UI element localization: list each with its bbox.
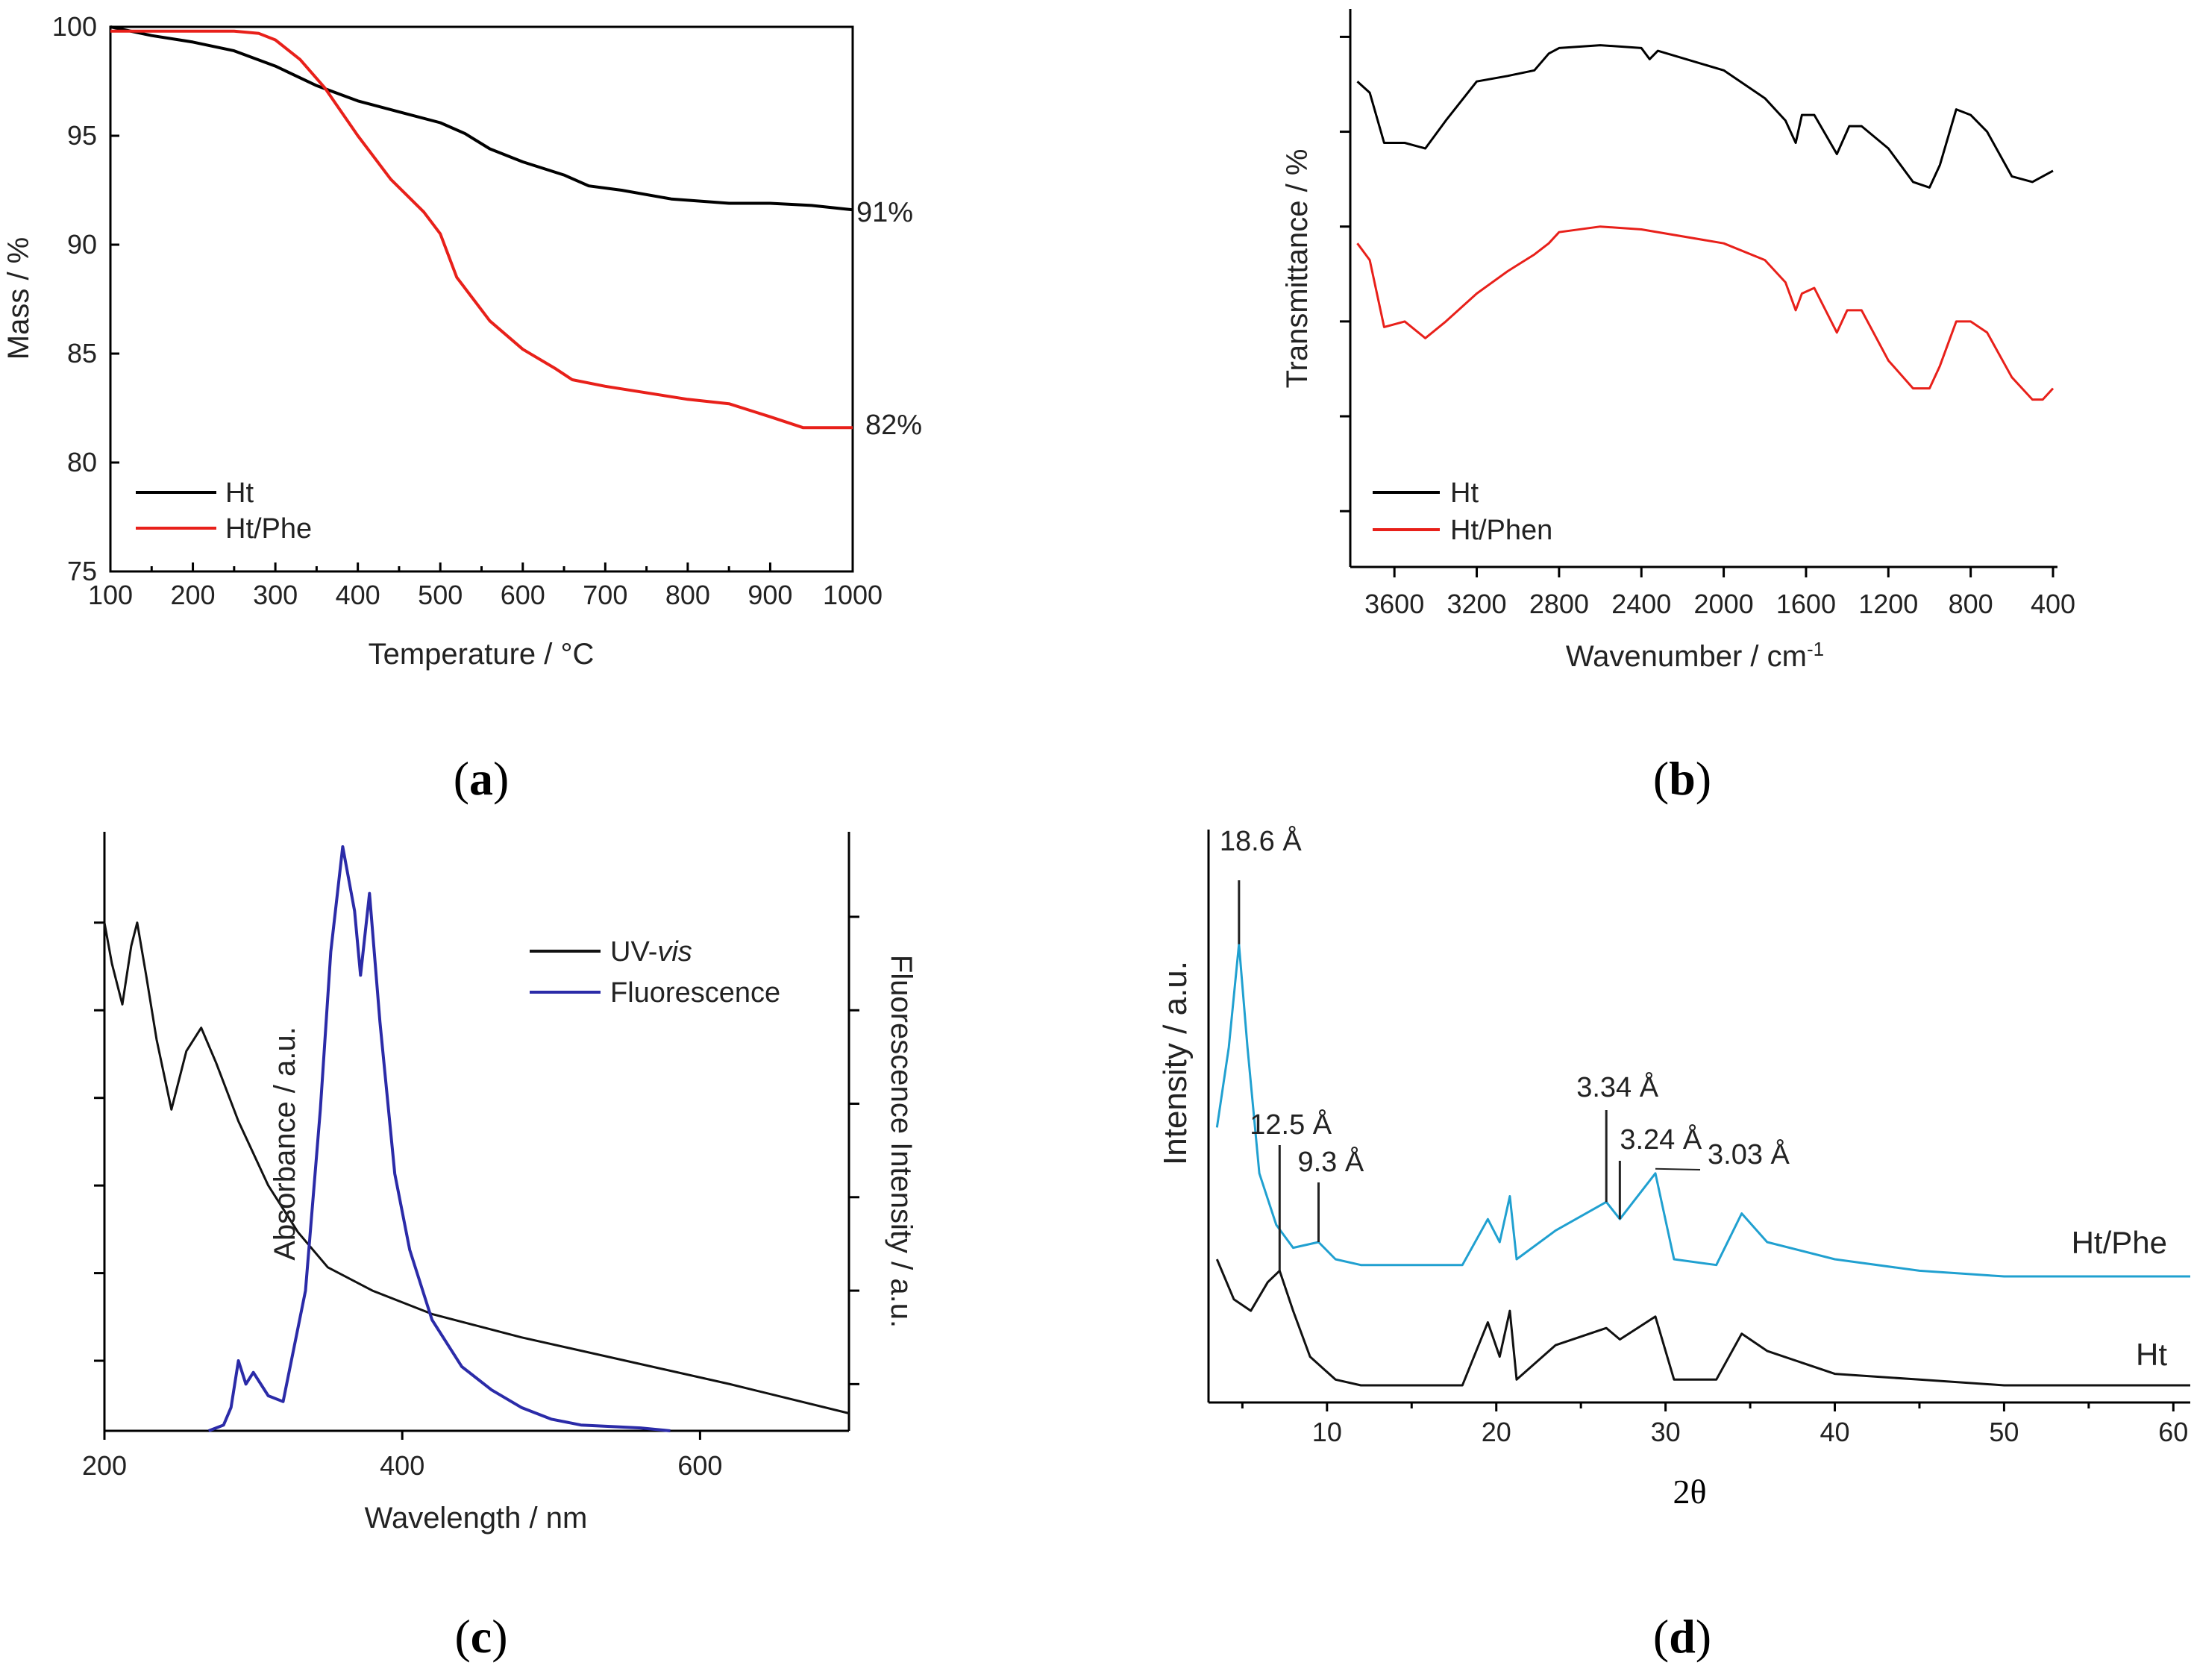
panel-a-x-tick-label: 900 [747,580,792,610]
panel-a-series-ht [110,25,853,212]
panel-d-peak-annotation: 3.03 Å [1708,1138,1790,1170]
panel-c-legend-fluorescence: Fluorescence [610,977,780,1009]
panel-c-left-y-axis-label: Absorbance / a.u. [269,1027,301,1261]
panel-a-x-tick-label: 500 [418,580,463,610]
panel-b-x-tick-label: 2800 [1529,589,1589,619]
panel-d-x-tick-label: 40 [1820,1417,1849,1447]
panel-b-x-tick-label: 2400 [1611,589,1671,619]
panel-d-x-tick-label: 10 [1312,1417,1342,1447]
panel-c-legend-uvvis: UV-vis [610,936,692,968]
panel-a-legend-htphe: Ht/Phe [225,513,312,545]
panel-b-legend-ht: Ht [1450,477,1479,509]
panel-b-series-htphen [1356,225,2054,401]
panel-d-y-axis-label: Intensity / a.u. [1157,961,1194,1165]
panel-a-label: (a) [454,752,510,805]
panel-a-x-tick-label: 300 [253,580,298,610]
panel-d-peak-annotation: 12.5 Å [1250,1108,1332,1141]
panel-d-series-htphe [1215,943,2190,1278]
panel-b-x-tick-label: 3200 [1447,589,1506,619]
panel-a-annotation-ht-final: 91% [856,197,913,228]
panel-c-series-fluorescence [207,845,671,1432]
panel-a-y-tick-label: 80 [67,447,97,477]
panel-d-x-tick-label: 20 [1482,1417,1511,1447]
panel-a-y-tick-label: 90 [67,229,97,260]
panel-a-x-tick-label: 600 [501,580,545,610]
panel-d-peak-annotation: 9.3 Å [1297,1145,1364,1178]
panel-c-right-y-axis-label: Fluorescence Intensity / a.u. [885,955,918,1328]
panel-d-series-ht [1215,1259,2190,1387]
panel-d-peak-annotation: 3.34 Å [1576,1071,1659,1103]
panel-b-legend-htphen: Ht/Phen [1450,515,1552,546]
panel-a-x-tick-label: 400 [336,580,380,610]
panel-d-x-tick-label: 50 [1989,1417,2019,1447]
panel-c-x-tick-label: 200 [82,1450,127,1481]
panel-b-x-axis-label: Wavenumber / cm-1 [1566,638,1824,673]
panel-a-x-tick-label: 800 [665,580,710,610]
panel-c-label: (c) [454,1610,507,1663]
panel-a-legend: Ht Ht/Phe [136,477,312,545]
panel-a-x-tick-label: 200 [171,580,216,610]
panel-a-legend-ht: Ht [225,477,254,509]
panel-b-x-tick-label: 1600 [1776,589,1836,619]
panel-b-legend: Ht Ht/Phen [1373,477,1552,546]
panel-c-legend: UV-vis Fluorescence [530,936,780,1009]
panel-c-x-axis-label: Wavelength / nm [365,1502,588,1535]
panel-b-label: (b) [1653,752,1711,805]
panel-c-uvvis-fluorescence-chart: 200 400 600 Wavelength / nm Absorbance / a… [82,832,918,1663]
panel-d-xrd-chart: 10 20 30 40 50 60 18.6 Å 12.5 Å 9.3 Å 3.34 Å 3.24… [1157,824,2190,1663]
panel-c-x-tick-label: 600 [677,1450,722,1481]
panel-d-x-axis-label: 2θ [1673,1473,1706,1511]
panel-a-y-tick-label: 95 [67,120,97,151]
panel-b-series-ht [1356,44,2054,189]
panel-a-y-axis-label: Mass / % [2,237,35,360]
panel-a-series-htphe [110,29,853,430]
panel-a-x-tick-label: 1000 [823,580,883,610]
panel-a-x-axis-label: Temperature / °C [369,638,595,671]
panel-d-peak-annotation: 3.24 Å [1620,1123,1702,1156]
panel-d-annotation-pointer [1655,1167,1701,1170]
panel-b-x-tick-label: 400 [2031,589,2075,619]
panel-b-ftir-chart: 3600 3200 2800 2400 2000 1600 1200 800 400 Waven… [1281,9,2075,805]
panel-b-x-tick-label: 2000 [1694,589,1754,619]
panel-d-label: (d) [1653,1610,1711,1663]
panel-d-x-tick-label: 60 [2158,1417,2188,1447]
panel-b-x-tick-label: 800 [1949,589,1993,619]
panel-a-y-tick-label: 75 [67,556,97,586]
panel-a-annotation-htphe-final: 82% [865,410,922,441]
panel-a-x-tick-label: 100 [88,580,133,610]
panel-a-tga-chart: 100 200 300 400 500 600 700 800 900 1000 75 80 85 90 9… [2,11,922,805]
panel-a-plot-frame [109,25,854,573]
panel-c-series-uvvis [103,921,850,1414]
panel-b-x-tick-label: 1200 [1858,589,1918,619]
panel-a-x-tick-label: 700 [583,580,627,610]
panel-d-peak-annotation: 18.6 Å [1220,824,1303,857]
panel-a-y-tick-label: 85 [67,338,97,369]
panel-d-series-label-ht: Ht [2136,1337,2167,1372]
panel-d-x-tick-label: 30 [1651,1417,1681,1447]
panel-d-series-label-htphe: Ht/Phe [2072,1225,2167,1260]
panel-b-x-tick-label: 3600 [1364,589,1424,619]
panel-a-y-tick-label: 100 [52,11,97,42]
panel-c-x-tick-label: 400 [380,1450,424,1481]
panel-b-y-axis-label: Transmittance / % [1281,149,1314,389]
